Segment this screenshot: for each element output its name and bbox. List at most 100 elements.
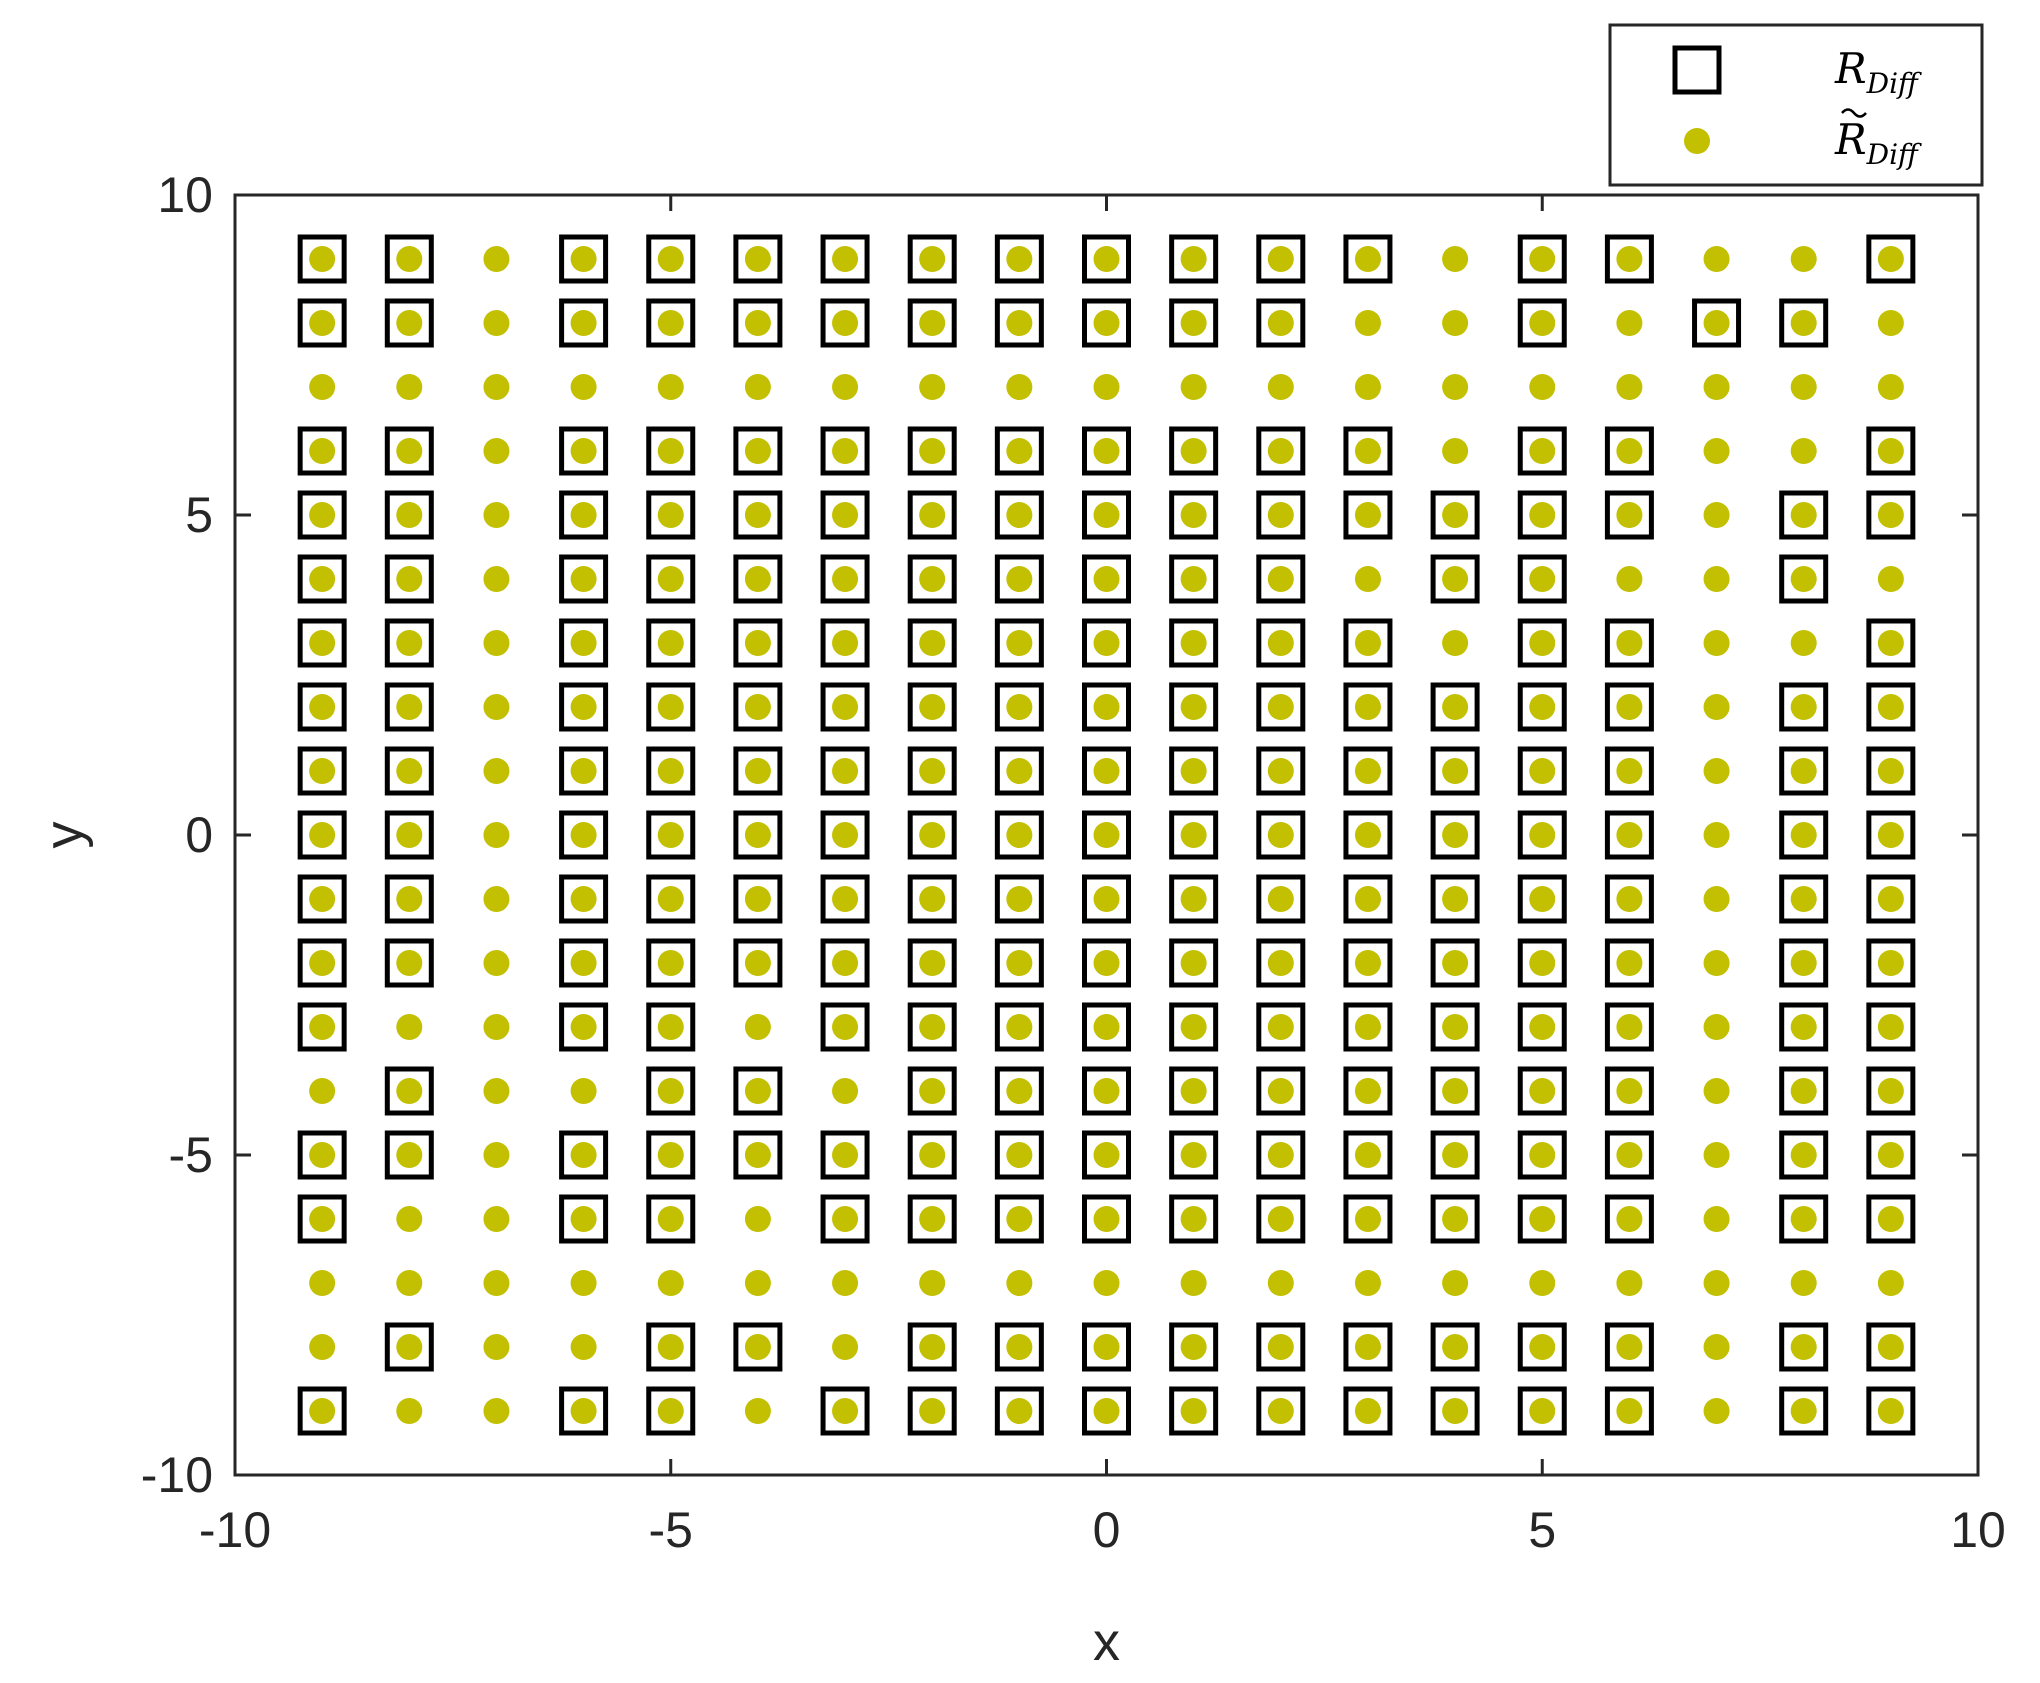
- square-marker: [1169, 1322, 1219, 1372]
- square-marker: [1256, 554, 1306, 604]
- square-marker: [559, 490, 609, 540]
- dot-marker: [1703, 310, 1730, 336]
- square-marker: [1430, 682, 1480, 732]
- square-marker: [384, 810, 434, 860]
- square-marker: [1779, 1322, 1829, 1372]
- square-marker: [1430, 1194, 1480, 1244]
- legend-square-icon: [1672, 45, 1722, 95]
- square-marker: [1343, 490, 1393, 540]
- dot-marker: [1877, 1078, 1904, 1104]
- square-marker: [297, 1194, 347, 1244]
- dot-marker: [483, 886, 510, 912]
- dot-marker: [396, 438, 423, 464]
- square-marker: [297, 554, 347, 604]
- square-marker: [820, 490, 870, 540]
- square-marker: [907, 1066, 957, 1116]
- dot-marker: [1180, 950, 1207, 976]
- square-marker: [646, 682, 696, 732]
- square-marker: [1517, 682, 1567, 732]
- series-r-tilde-diff-markers: [309, 246, 1904, 1424]
- dot-marker: [570, 886, 597, 912]
- dot-marker: [483, 694, 510, 720]
- square-marker: [1779, 810, 1829, 860]
- square-marker: [646, 1066, 696, 1116]
- dot-marker: [919, 1398, 946, 1424]
- square-marker: [820, 1002, 870, 1052]
- square-marker: [1256, 810, 1306, 860]
- square-marker: [1866, 234, 1916, 284]
- square-marker: [907, 1002, 957, 1052]
- dot-marker: [744, 950, 771, 976]
- square-marker: [994, 1066, 1044, 1116]
- dot-marker: [1093, 758, 1120, 784]
- square-marker: [1256, 1194, 1306, 1244]
- dot-marker: [1006, 502, 1033, 528]
- square-marker: [1256, 938, 1306, 988]
- dot-marker: [657, 1270, 684, 1296]
- dot-marker: [1790, 310, 1817, 336]
- dot-marker: [1006, 758, 1033, 784]
- dot-marker: [1616, 822, 1643, 848]
- square-marker: [1866, 426, 1916, 476]
- dot-marker: [1616, 502, 1643, 528]
- dot-marker: [1790, 246, 1817, 272]
- dot-marker: [396, 1014, 423, 1040]
- dot-marker: [1180, 438, 1207, 464]
- x-tick-label: -5: [649, 1502, 693, 1558]
- dot-marker: [1354, 374, 1381, 400]
- square-marker: [297, 1130, 347, 1180]
- square-marker: [1169, 1194, 1219, 1244]
- square-marker: [1866, 1386, 1916, 1436]
- square-marker: [1169, 1130, 1219, 1180]
- dot-marker: [1354, 566, 1381, 592]
- dot-marker: [1529, 1014, 1556, 1040]
- square-marker: [1430, 1002, 1480, 1052]
- dot-marker: [1703, 1206, 1730, 1232]
- dot-marker: [1703, 950, 1730, 976]
- square-marker: [1169, 618, 1219, 668]
- dot-marker: [1529, 758, 1556, 784]
- dot-marker: [1354, 1014, 1381, 1040]
- dot-marker: [1790, 694, 1817, 720]
- square-marker: [1169, 938, 1219, 988]
- dot-marker: [1354, 246, 1381, 272]
- square-marker: [1169, 298, 1219, 348]
- square-marker: [1082, 1130, 1131, 1180]
- square-marker: [1343, 938, 1393, 988]
- dot-marker: [1354, 630, 1381, 656]
- square-marker: [297, 1386, 347, 1436]
- dot-marker: [570, 822, 597, 848]
- square-marker: [994, 618, 1044, 668]
- square-marker: [384, 298, 434, 348]
- dot-marker: [1354, 758, 1381, 784]
- dot-marker: [744, 246, 771, 272]
- square-marker: [297, 1002, 347, 1052]
- dot-marker: [1703, 246, 1730, 272]
- dot-marker: [1442, 502, 1469, 528]
- y-tick-label: -5: [169, 1127, 213, 1183]
- dot-marker: [657, 438, 684, 464]
- square-marker: [559, 746, 609, 796]
- square-marker: [559, 234, 609, 284]
- square-marker: [1866, 1066, 1916, 1116]
- dot-marker: [832, 950, 859, 976]
- dot-marker: [1180, 1014, 1207, 1040]
- dot-marker: [1529, 1334, 1556, 1360]
- dot-marker: [1006, 374, 1033, 400]
- square-marker: [1430, 874, 1480, 924]
- dot-marker: [1529, 246, 1556, 272]
- dot-marker: [1877, 822, 1904, 848]
- dot-marker: [1529, 1206, 1556, 1232]
- dot-marker: [832, 822, 859, 848]
- square-marker: [559, 1194, 609, 1244]
- dot-marker: [1006, 310, 1033, 336]
- dot-marker: [1442, 246, 1469, 272]
- square-marker: [1517, 298, 1567, 348]
- dot-marker: [570, 246, 597, 272]
- dot-marker: [483, 950, 510, 976]
- dot-marker: [1093, 694, 1120, 720]
- y-tick-label: 5: [185, 487, 213, 543]
- square-marker: [733, 810, 783, 860]
- dot-marker: [1354, 694, 1381, 720]
- dot-marker: [832, 1014, 859, 1040]
